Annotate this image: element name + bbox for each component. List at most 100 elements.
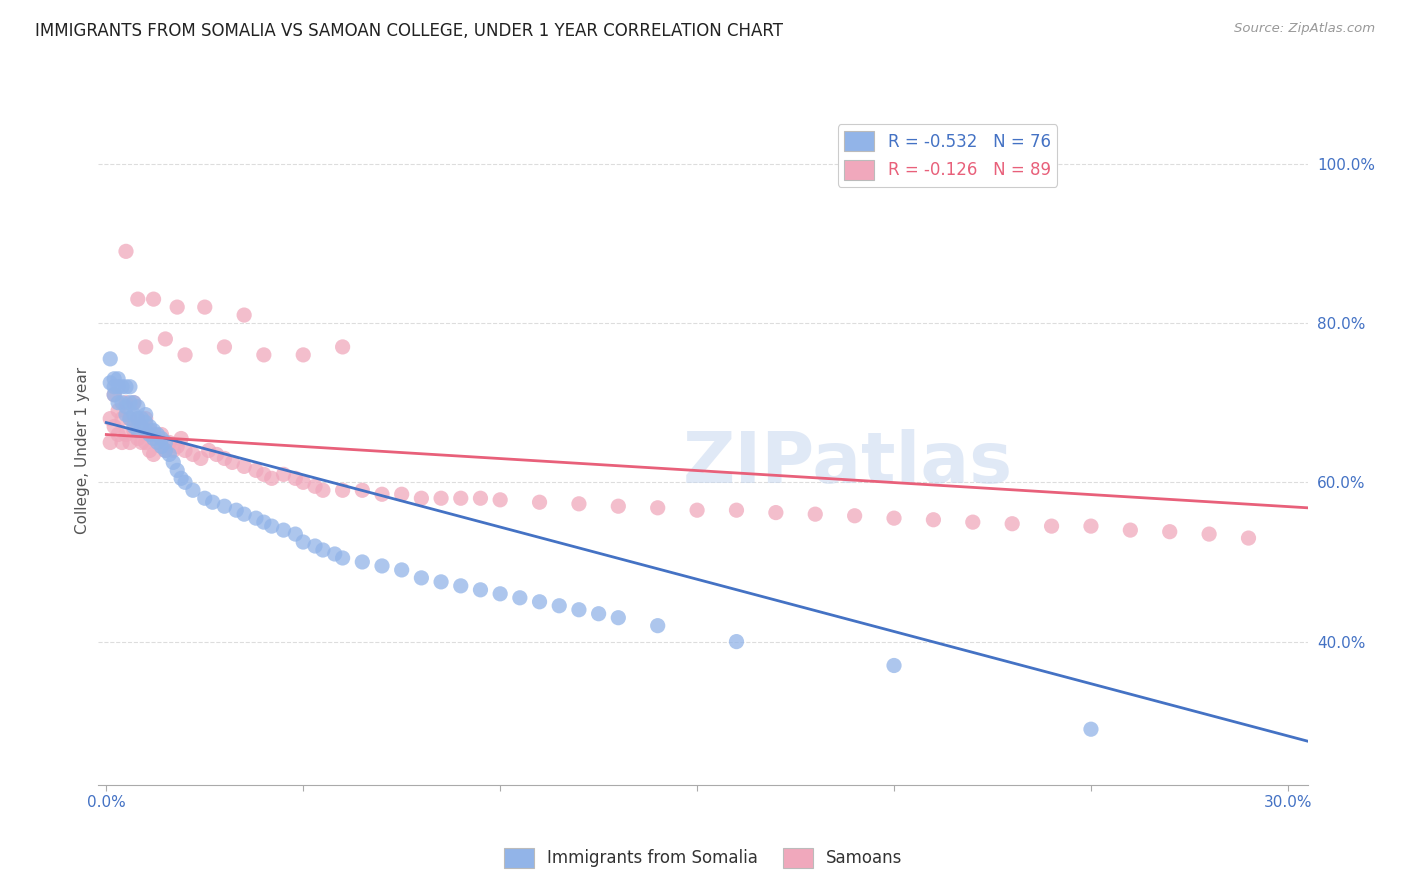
Point [765, 506, 787, 520]
Point [162, 455, 184, 469]
Point [548, 599, 571, 613]
Point [127, 411, 149, 425]
Point [411, 571, 433, 585]
Point [197, 443, 219, 458]
Point [489, 587, 512, 601]
Point [647, 618, 669, 632]
Point [253, 348, 276, 362]
Point [273, 467, 295, 482]
Point [135, 408, 157, 422]
Point [157, 435, 180, 450]
Point [304, 479, 326, 493]
Point [190, 451, 212, 466]
Point [111, 380, 134, 394]
Point [529, 595, 551, 609]
Point [118, 411, 141, 425]
Text: Source: ZipAtlas.com: Source: ZipAtlas.com [1234, 22, 1375, 36]
Point [470, 491, 492, 506]
Point [883, 658, 905, 673]
Point [135, 416, 157, 430]
Point [118, 411, 141, 425]
Point [371, 487, 394, 501]
Point [1119, 523, 1142, 537]
Point [181, 447, 204, 461]
Point [1001, 516, 1024, 531]
Point [245, 511, 267, 525]
Point [371, 558, 394, 573]
Point [430, 491, 453, 506]
Point [292, 475, 315, 490]
Point [155, 435, 177, 450]
Point [686, 503, 709, 517]
Point [122, 408, 145, 422]
Point [568, 603, 591, 617]
Point [142, 447, 165, 461]
Point [312, 483, 335, 498]
Point [157, 447, 180, 461]
Point [922, 513, 945, 527]
Point [1159, 524, 1181, 539]
Point [103, 387, 125, 401]
Point [155, 443, 177, 458]
Point [352, 555, 374, 569]
Point [131, 419, 153, 434]
Point [146, 435, 169, 450]
Point [284, 527, 307, 541]
Point [194, 491, 217, 506]
Point [221, 455, 243, 469]
Point [127, 432, 149, 446]
Point [103, 387, 125, 401]
Point [138, 443, 160, 458]
Point [253, 515, 276, 529]
Point [127, 411, 149, 425]
Point [529, 495, 551, 509]
Text: ZIPatlas: ZIPatlas [683, 429, 1014, 499]
Point [214, 500, 236, 514]
Point [844, 508, 866, 523]
Point [214, 340, 236, 354]
Point [138, 424, 160, 438]
Point [115, 408, 138, 422]
Point [725, 503, 748, 517]
Point [111, 395, 134, 409]
Point [1198, 527, 1220, 541]
Point [122, 395, 145, 409]
Point [138, 427, 160, 442]
Point [98, 435, 121, 450]
Point [568, 497, 591, 511]
Point [214, 451, 236, 466]
Point [118, 395, 141, 409]
Point [127, 424, 149, 438]
Point [135, 435, 157, 450]
Point [115, 400, 138, 414]
Point [1237, 531, 1260, 545]
Point [323, 547, 346, 561]
Point [312, 543, 335, 558]
Point [332, 340, 354, 354]
Point [107, 395, 129, 409]
Point [107, 372, 129, 386]
Point [150, 432, 173, 446]
Point [201, 495, 224, 509]
Point [115, 395, 138, 409]
Point [1040, 519, 1063, 533]
Point [194, 300, 217, 314]
Point [430, 574, 453, 589]
Point [174, 475, 197, 490]
Point [98, 351, 121, 366]
Point [118, 435, 141, 450]
Point [155, 443, 177, 458]
Point [142, 292, 165, 306]
Point [131, 419, 153, 434]
Point [138, 419, 160, 434]
Point [98, 376, 121, 390]
Point [118, 380, 141, 394]
Point [253, 467, 276, 482]
Point [142, 432, 165, 446]
Point [142, 424, 165, 438]
Point [450, 579, 472, 593]
Point [115, 380, 138, 394]
Point [127, 400, 149, 414]
Point [489, 492, 512, 507]
Point [332, 483, 354, 498]
